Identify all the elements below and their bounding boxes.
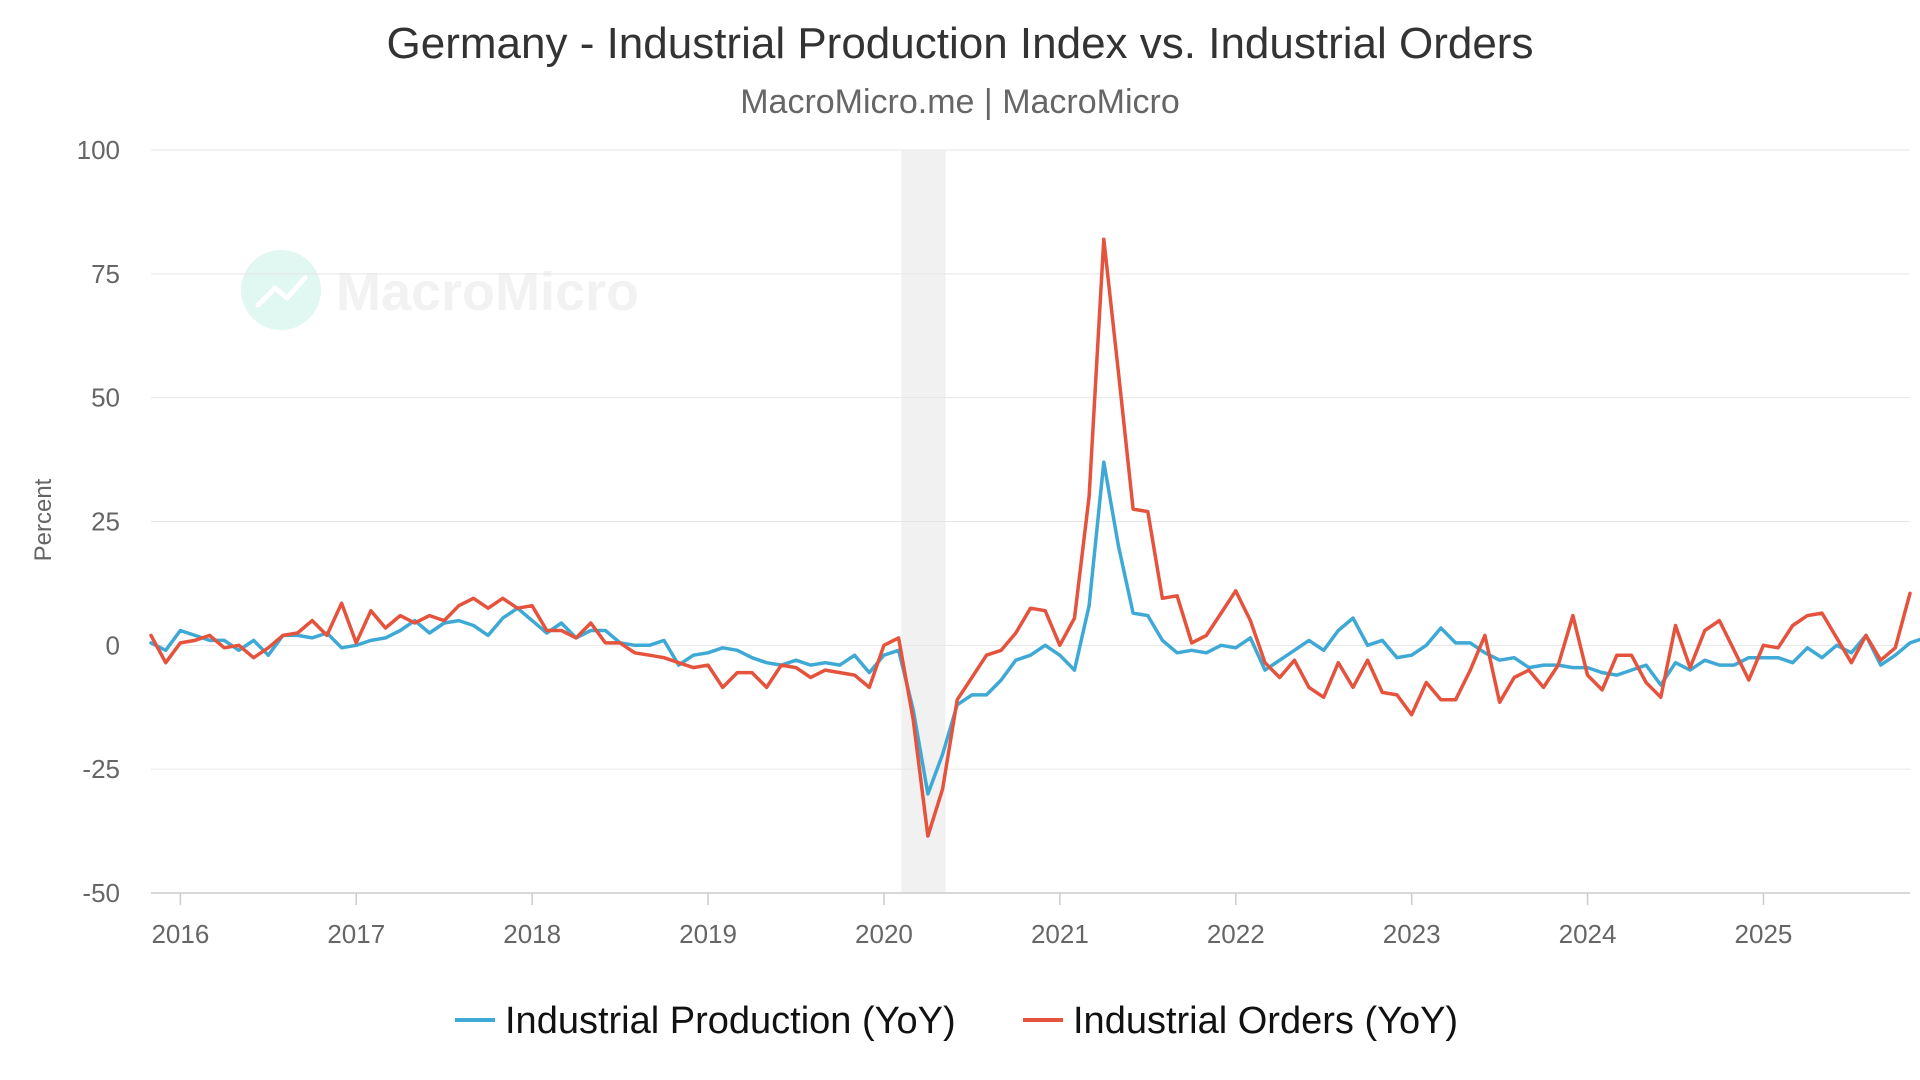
x-tick-label: 2023 [1383,919,1441,949]
legend-label-production: Industrial Production (YoY) [505,1000,956,1042]
chart-title: Germany - Industrial Production Index vs… [387,19,1534,68]
legend-label-orders: Industrial Orders (YoY) [1073,1000,1458,1042]
series-line-orders[interactable] [149,237,1912,838]
legend-item-orders[interactable]: Industrial Orders (YoY) [1023,1000,1458,1042]
watermark-chart-icon [255,275,308,308]
series-layer [149,237,1920,838]
watermark: MacroMicro [241,250,639,330]
y-tick-labels: 100 75 50 25 0 -25 -50 [77,135,120,908]
x-tick-labels: 2016 2017 2018 2019 2020 2021 2022 2023 2024 2025 [151,893,1792,949]
y-tick-label: 25 [91,507,120,537]
legend-item-production[interactable]: Industrial Production (YoY) [455,1000,956,1042]
y-tick-label: 50 [91,383,120,413]
grid-layer [151,149,1910,894]
y-tick-label: -50 [82,878,120,908]
watermark-text: MacroMicro [336,262,639,322]
y-tick-label: 100 [77,135,120,165]
y-tick-label: 0 [106,630,120,660]
x-tick-label: 2021 [1031,919,1089,949]
series-line-production[interactable] [149,460,1920,796]
x-tick-label: 2022 [1207,919,1265,949]
y-tick-label: -25 [82,754,120,784]
x-tick-label: 2016 [151,919,209,949]
x-tick-label: 2019 [679,919,737,949]
y-axis-label: Percent [30,478,57,561]
y-tick-label: 75 [91,259,120,289]
x-tick-label: 2025 [1735,919,1793,949]
legend: Industrial Production (YoY) Industrial O… [455,1000,1458,1042]
x-tick-label: 2018 [503,919,561,949]
chart-subtitle: MacroMicro.me | MacroMicro [740,83,1180,121]
x-tick-label: 2024 [1559,919,1617,949]
x-tick-label: 2020 [855,919,913,949]
x-tick-label: 2017 [327,919,385,949]
